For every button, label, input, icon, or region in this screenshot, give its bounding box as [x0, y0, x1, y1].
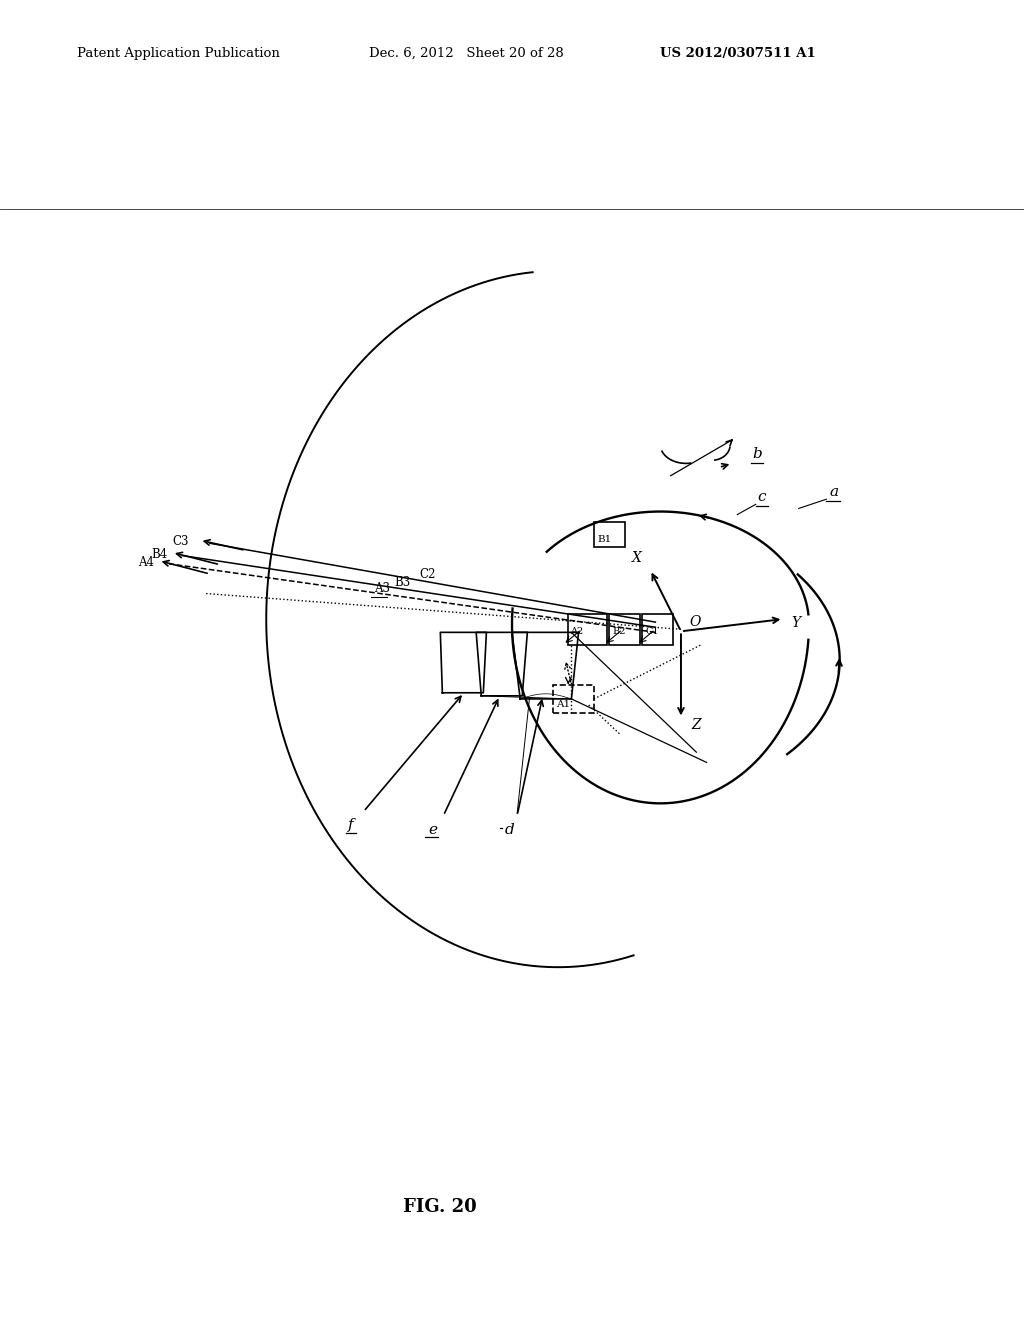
Text: US 2012/0307511 A1: US 2012/0307511 A1 — [660, 46, 816, 59]
Text: Y: Y — [792, 616, 801, 630]
Text: FIG. 20: FIG. 20 — [403, 1197, 477, 1216]
Text: d: d — [505, 824, 515, 837]
Text: B1: B1 — [597, 535, 611, 544]
Text: A4: A4 — [138, 556, 155, 569]
Text: A3: A3 — [374, 582, 390, 595]
Text: C2: C2 — [420, 568, 436, 581]
Text: e: e — [428, 824, 437, 837]
Text: c: c — [758, 490, 766, 504]
Text: B2: B2 — [612, 627, 626, 636]
Text: Dec. 6, 2012   Sheet 20 of 28: Dec. 6, 2012 Sheet 20 of 28 — [369, 46, 563, 59]
Text: Z: Z — [691, 718, 700, 731]
Text: f: f — [348, 818, 353, 832]
Text: O: O — [689, 615, 700, 630]
Text: C3: C3 — [172, 536, 188, 548]
Text: X: X — [632, 550, 642, 565]
Text: Patent Application Publication: Patent Application Publication — [77, 46, 280, 59]
Text: C1: C1 — [645, 627, 658, 636]
Text: B4: B4 — [152, 548, 168, 561]
Text: A2: A2 — [570, 627, 584, 636]
Text: A1: A1 — [556, 700, 570, 709]
Text: b: b — [753, 447, 763, 461]
Text: a: a — [829, 486, 839, 499]
Text: B3: B3 — [394, 577, 411, 589]
